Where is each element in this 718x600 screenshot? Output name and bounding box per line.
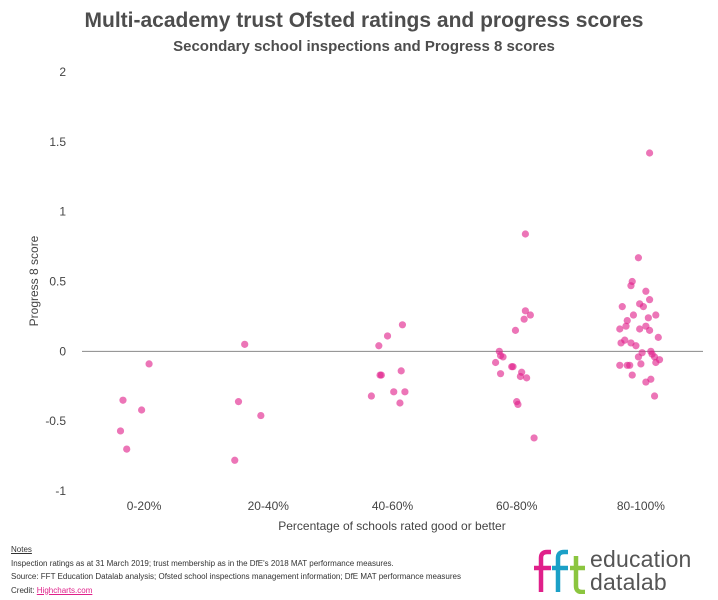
y-tick-label: 0.5 xyxy=(49,275,66,289)
x-tick-label: 0-20% xyxy=(127,499,162,513)
scatter-point[interactable] xyxy=(623,317,631,325)
scatter-point[interactable] xyxy=(644,314,652,322)
scatter-point[interactable] xyxy=(511,326,520,334)
chart-title: Multi-academy trust Ofsted ratings and p… xyxy=(85,9,644,32)
scatter-point[interactable] xyxy=(645,326,654,334)
logo: education datalab xyxy=(531,548,716,596)
scatter-point[interactable] xyxy=(621,336,629,344)
scatter-point[interactable] xyxy=(257,411,265,420)
notes-heading: Notes xyxy=(11,545,32,554)
scatter-point[interactable] xyxy=(231,456,239,464)
logo-letter-t xyxy=(573,556,585,595)
scatter-point[interactable] xyxy=(396,399,404,407)
scatter-point[interactable] xyxy=(123,445,131,453)
scatter-point[interactable] xyxy=(626,361,634,369)
x-axis-title: Percentage of schools rated good or bett… xyxy=(278,519,505,533)
scatter-point[interactable] xyxy=(401,388,409,396)
y-axis-title: Progress 8 score xyxy=(27,235,41,326)
scatter-point[interactable] xyxy=(645,296,654,304)
scatter-point[interactable] xyxy=(375,342,383,350)
notes: Notes Inspection ratings as at 31 March … xyxy=(11,543,461,597)
scatter-point[interactable] xyxy=(518,368,526,376)
fft-logo-mark xyxy=(534,549,585,595)
scatter-point[interactable] xyxy=(523,374,531,382)
notes-line-2: Source: FFT Education Datalab analysis; … xyxy=(11,572,461,581)
scatter-point[interactable] xyxy=(632,342,640,350)
scatter-point[interactable] xyxy=(509,363,517,371)
scatter-point[interactable] xyxy=(521,230,529,238)
x-axis: 0-20% 20-40% 40-60% 60-80% 80-100% xyxy=(127,499,665,513)
scatter-point[interactable] xyxy=(650,392,659,400)
scatter-point[interactable] xyxy=(521,307,529,315)
scatter-point[interactable] xyxy=(639,303,647,311)
scatter-point[interactable] xyxy=(636,325,644,333)
scatter-point[interactable] xyxy=(491,358,500,367)
notes-line-1: Inspection ratings as at 31 March 2019; … xyxy=(11,558,394,568)
scatter-point[interactable] xyxy=(645,149,654,157)
y-tick-label: 2 xyxy=(59,65,66,79)
scatter-point[interactable] xyxy=(367,392,375,400)
credit-link[interactable]: Highcharts.com xyxy=(36,585,93,595)
scatter-point[interactable] xyxy=(628,371,636,379)
logo-letter-f1 xyxy=(538,549,551,592)
scatter-point[interactable] xyxy=(638,349,646,357)
scatter-point[interactable] xyxy=(496,370,505,378)
scatter-point[interactable] xyxy=(520,315,528,323)
scatter-point[interactable] xyxy=(628,277,636,286)
scatter-point[interactable] xyxy=(637,360,645,368)
scatter-point[interactable] xyxy=(652,311,660,319)
scatter-point[interactable] xyxy=(654,333,662,341)
scatter-point[interactable] xyxy=(119,396,127,404)
scatter-point[interactable] xyxy=(241,340,249,348)
scatter-point[interactable] xyxy=(390,388,398,396)
scatter-point[interactable] xyxy=(398,321,407,329)
chart: Multi-academy trust Ofsted ratings and p… xyxy=(27,9,703,533)
scatter-point[interactable] xyxy=(634,254,643,262)
scatter-point[interactable] xyxy=(647,375,655,383)
y-axis: 2 1.5 1 0.5 0 -0.5 -1 xyxy=(45,65,66,498)
y-tick-label: 1.5 xyxy=(49,135,66,149)
y-tick-label: -0.5 xyxy=(45,414,66,428)
y-tick-label: 1 xyxy=(59,205,66,219)
credit-line: Credit: Highcharts.com xyxy=(11,584,461,598)
credit-label: Credit: xyxy=(11,585,37,595)
chart-subtitle: Secondary school inspections and Progres… xyxy=(173,38,555,55)
scatter-point[interactable] xyxy=(629,311,638,319)
y-tick-label: 0 xyxy=(59,344,66,358)
x-tick-label: 60-80% xyxy=(496,499,538,513)
scatter-point[interactable] xyxy=(145,360,153,368)
scatter-point[interactable] xyxy=(655,356,664,364)
scatter-points xyxy=(116,149,664,464)
x-tick-label: 20-40% xyxy=(248,499,290,513)
scatter-point[interactable] xyxy=(530,434,538,442)
scatter-point[interactable] xyxy=(526,311,534,319)
logo-letter-f2 xyxy=(555,549,568,592)
scatter-point[interactable] xyxy=(618,303,626,311)
y-tick-label: -1 xyxy=(55,484,66,498)
logo-text-line-2: datalab xyxy=(590,569,667,595)
scatter-point[interactable] xyxy=(616,325,624,333)
scatter-point[interactable] xyxy=(616,361,624,369)
logo-text-line-1: education xyxy=(590,546,692,572)
scatter-point[interactable] xyxy=(138,406,146,414)
scatter-point[interactable] xyxy=(499,353,507,361)
scatter-point[interactable] xyxy=(514,400,522,409)
scatter-point[interactable] xyxy=(622,322,630,330)
scatter-point[interactable] xyxy=(377,371,385,379)
x-tick-label: 40-60% xyxy=(372,499,414,513)
scatter-point[interactable] xyxy=(234,398,243,406)
scatter-point[interactable] xyxy=(116,427,125,435)
scatter-point[interactable] xyxy=(397,367,405,375)
scatter-point[interactable] xyxy=(642,287,650,295)
x-tick-label: 80-100% xyxy=(617,499,665,513)
scatter-point[interactable] xyxy=(383,332,392,340)
logo-text: education datalab xyxy=(590,548,692,594)
